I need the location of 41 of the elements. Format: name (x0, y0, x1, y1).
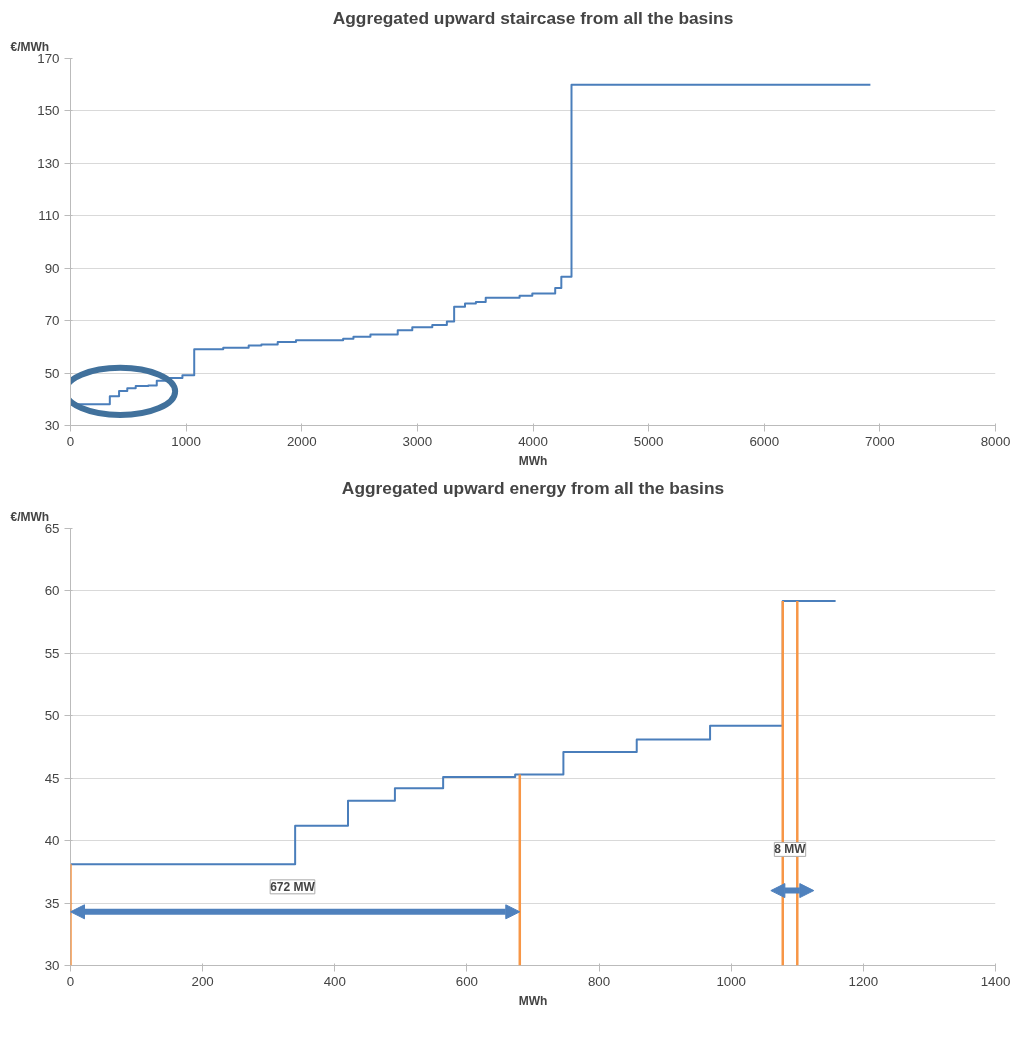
x-axis-title: MWh (518, 993, 548, 1008)
y-tick-label: 50 (44, 365, 60, 381)
y-tick-label: 50 (44, 708, 60, 724)
y-tick-label: 40 (44, 833, 60, 849)
x-tick-label: 1400 (980, 973, 1011, 989)
x-tick-label: 600 (455, 973, 479, 989)
y-tick-label: 60 (44, 583, 60, 599)
annotation: 8 MW (774, 842, 807, 857)
y-tick-label: 110 (38, 208, 60, 224)
y-axis-title: €/MWh (10, 509, 50, 524)
y-tick-label: 130 (37, 155, 60, 171)
x-tick-label: 1000 (171, 433, 201, 449)
chart-title: Aggregated upward staircase from all the basins (332, 7, 734, 28)
y-axis-title: €/MWh (10, 39, 50, 54)
y-tick-label: 170 (37, 51, 60, 66)
x-tick-label: 2000 (286, 433, 317, 449)
x-axis-title: MWh (518, 453, 548, 468)
x-tick-label: 200 (191, 973, 214, 989)
x-tick-label: 1200 (848, 973, 879, 989)
y-tick-label: 35 (44, 895, 60, 911)
y-tick-label: 30 (44, 418, 60, 433)
y-tick-label: 65 (44, 521, 60, 536)
x-tick-label: 7000 (865, 433, 895, 449)
y-tick-label: 45 (44, 770, 60, 786)
y-tick-label: 70 (44, 313, 60, 329)
x-tick-label: 8000 (980, 433, 1011, 449)
chart-title: Aggregated upward energy from all the basins (341, 477, 725, 498)
x-tick-label: 0 (66, 973, 75, 989)
y-tick-label: 90 (44, 260, 60, 276)
annotation: 672 MW (270, 879, 316, 894)
x-tick-label: 6000 (749, 433, 780, 449)
x-tick-label: 0 (66, 433, 75, 449)
x-tick-label: 3000 (402, 433, 433, 449)
x-tick-label: 400 (323, 973, 346, 989)
x-tick-label: 800 (587, 973, 611, 989)
x-tick-label: 1000 (716, 973, 747, 989)
y-tick-label: 30 (44, 958, 60, 973)
y-tick-label: 150 (37, 103, 60, 119)
y-tick-label: 55 (44, 645, 60, 661)
x-tick-label: 4000 (518, 433, 548, 449)
x-tick-label: 5000 (633, 433, 664, 449)
